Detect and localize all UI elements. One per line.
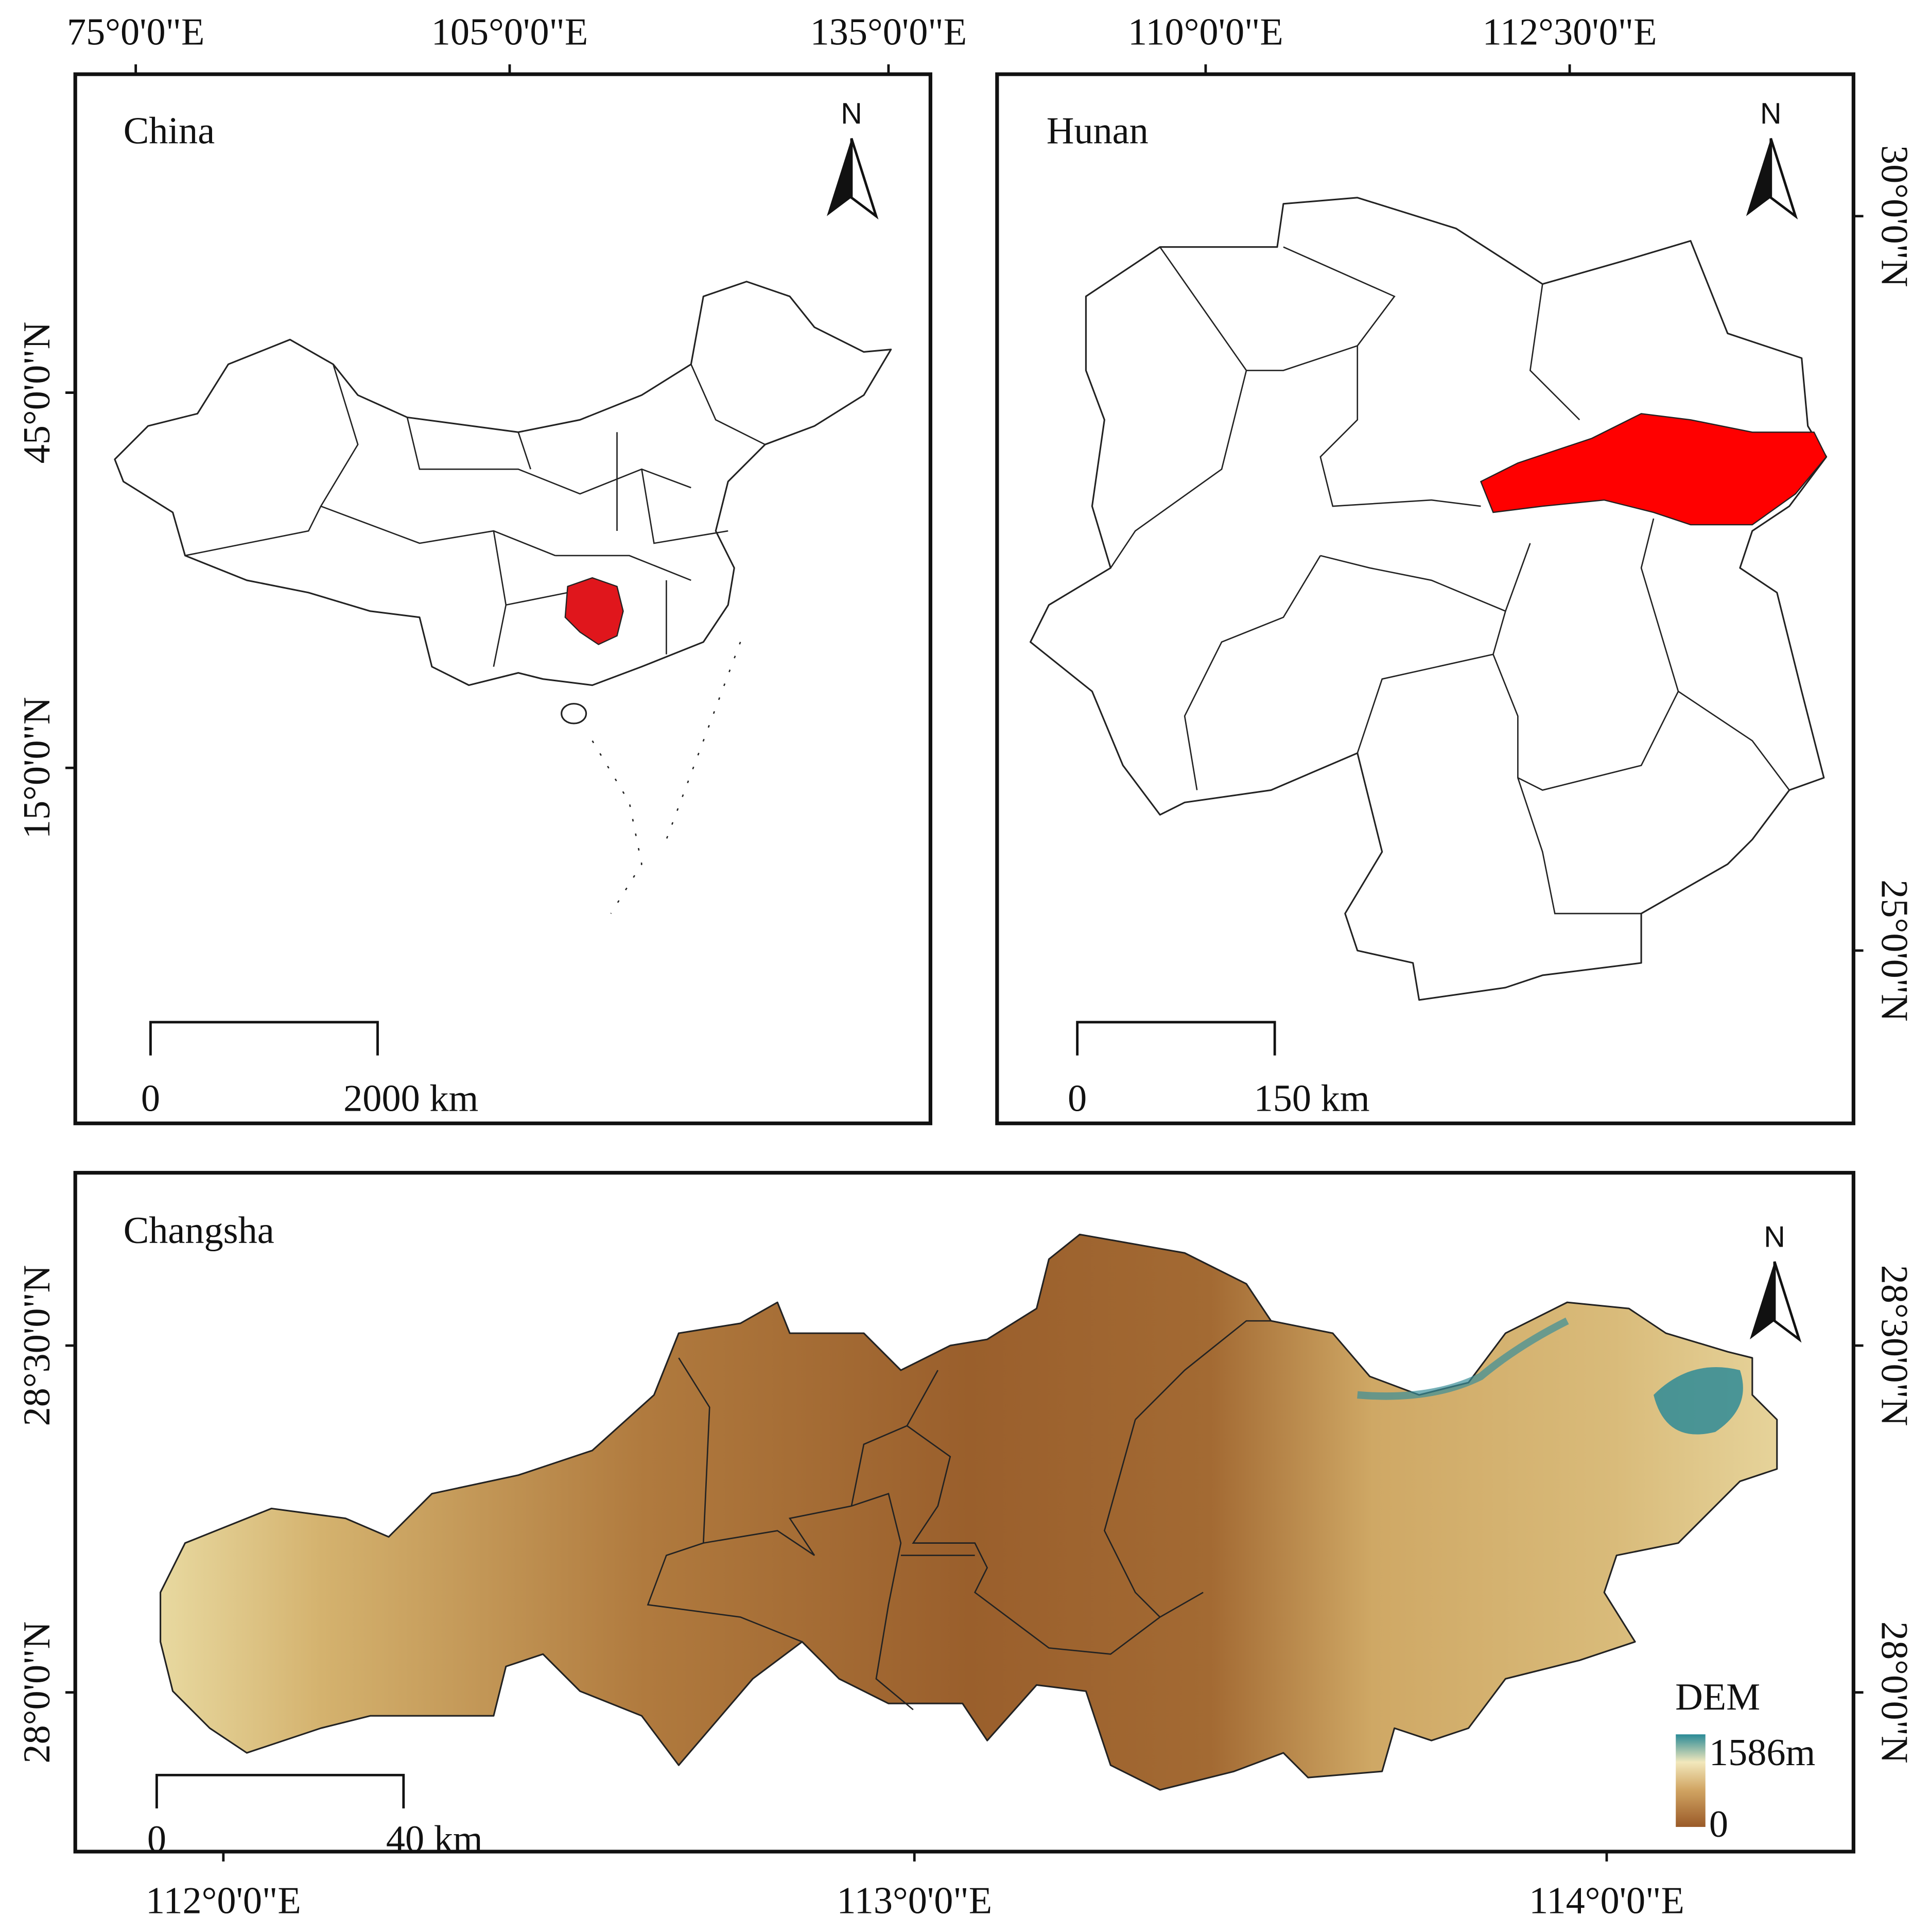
panel-frame — [995, 72, 1855, 1126]
panel-title: Hunan — [1047, 110, 1149, 152]
hunan-panel: 110°0'0"E 112°30'0"E 30°0'0"N 25°0'0"N H… — [995, 11, 1916, 1126]
longitude-label: 110°0'0"E — [1128, 11, 1283, 54]
hunan-outline — [1029, 197, 1828, 1001]
longitude-label: 112°30'0"E — [1483, 11, 1657, 54]
longitude-label: 112°0'0"E — [146, 1880, 301, 1922]
latitude-label: 25°0'0"N — [1873, 879, 1916, 1022]
south-sea-islands — [592, 642, 741, 914]
prefecture-lines — [1110, 246, 1790, 915]
longitude-label: 135°0'0"E — [810, 11, 967, 54]
scale-label: 150 km — [1254, 1078, 1370, 1120]
panel-frame — [73, 1170, 1855, 1854]
china-panel: 75°0'0"E 105°0'0"E 135°0'0"E 45°0'0"N 15… — [16, 11, 967, 1126]
scale-bar — [1076, 1021, 1276, 1056]
highland — [1357, 1317, 1569, 1400]
legend-min: 0 — [1709, 1803, 1728, 1845]
panel-title: China — [124, 110, 215, 152]
dem-surface — [160, 1233, 1778, 1791]
legend-max: 1586m — [1709, 1732, 1815, 1774]
latitude-label: 28°0'0"N — [1873, 1622, 1916, 1764]
scale-label: 2000 km — [343, 1078, 478, 1120]
changsha-panel: 112°0'0"E 113°0'0"E 114°0'0"E 28°30'0"N … — [16, 1170, 1916, 1922]
legend-title: DEM — [1675, 1676, 1760, 1718]
province-lines — [185, 364, 766, 667]
north-arrow — [827, 138, 851, 216]
scale-label: 40 km — [386, 1818, 483, 1860]
hainan — [561, 703, 587, 725]
north-arrow — [850, 138, 879, 220]
latitude-label: 28°0'0"N — [16, 1622, 58, 1764]
north-label: N — [1764, 1220, 1785, 1253]
china-outline — [114, 281, 892, 686]
latitude-label: 28°30'0"N — [1873, 1265, 1916, 1426]
panel-frame — [73, 72, 932, 1126]
latitude-label: 30°0'0"N — [1873, 145, 1916, 287]
north-label: N — [841, 97, 862, 130]
scale-bar — [149, 1021, 379, 1056]
north-arrow — [1773, 1261, 1802, 1343]
panel-title: Changsha — [124, 1210, 274, 1252]
scale-label: 0 — [147, 1818, 166, 1860]
legend-ramp — [1676, 1734, 1706, 1827]
latitude-label: 45°0'0"N — [16, 322, 58, 464]
latitude-label: 15°0'0"N — [16, 697, 58, 839]
scale-label: 0 — [141, 1078, 160, 1120]
north-arrow — [1750, 1262, 1775, 1340]
hunan-highlight — [564, 577, 624, 645]
latitude-label: 28°30'0"N — [16, 1265, 58, 1426]
longitude-label: 105°0'0"E — [431, 11, 588, 54]
north-label: N — [1760, 97, 1782, 130]
scale-bar — [155, 1773, 405, 1808]
north-arrow — [1769, 138, 1798, 220]
scale-label: 0 — [1068, 1078, 1087, 1120]
longitude-label: 75°0'0"E — [67, 11, 204, 54]
district-lines — [647, 1320, 1271, 1711]
longitude-label: 114°0'0"E — [1529, 1880, 1684, 1922]
changsha-highlight — [1480, 413, 1828, 526]
north-arrow — [1746, 138, 1771, 216]
highland — [1654, 1367, 1743, 1435]
longitude-label: 113°0'0"E — [837, 1880, 992, 1922]
